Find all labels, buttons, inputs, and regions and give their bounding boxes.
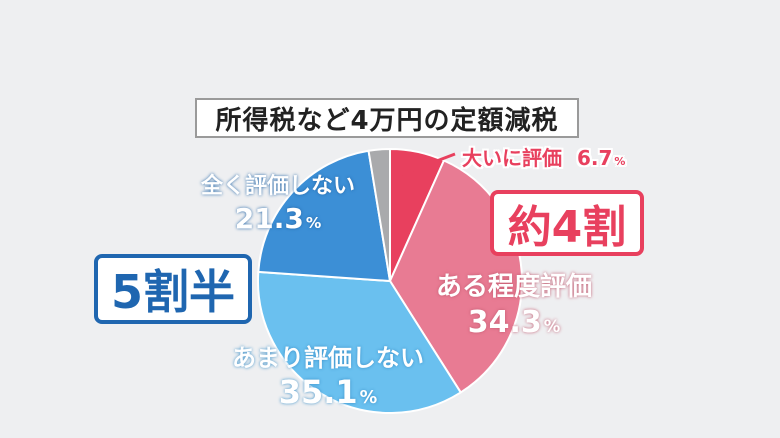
- label-somewhat-approve-value: 34.3: [467, 305, 542, 340]
- label-somewhat-approve-unit: %: [543, 317, 561, 336]
- badge-approx-40-percent: 約4割: [490, 190, 644, 256]
- chart-title: 所得税など4万円の定額減税: [195, 98, 579, 138]
- label-not-much-approve-value: 35.1: [278, 373, 358, 411]
- label-somewhat-approve-name: ある程度評価: [435, 272, 592, 302]
- label-not-at-all-approve-unit: %: [305, 214, 322, 232]
- label-highly-approve-value: 6.7: [576, 146, 613, 170]
- label-highly-approve-name: 大いに評価: [462, 146, 562, 170]
- slice-no-answer: [367, 147, 391, 282]
- label-highly-approve: 大いに評価 6.7%: [462, 142, 625, 171]
- label-not-at-all-approve-name: 全く評価しない: [200, 174, 355, 199]
- slice-not-much-approve: [257, 270, 463, 414]
- label-not-much-approve: あまり評価しない 35.1%: [228, 338, 428, 411]
- label-not-much-approve-name: あまり評価しない: [232, 344, 424, 372]
- label-highly-approve-unit: %: [614, 155, 626, 168]
- slice-somewhat-approve: [388, 159, 523, 394]
- label-not-at-all-approve-value: 21.3: [234, 202, 304, 235]
- label-not-much-approve-unit: %: [359, 388, 378, 408]
- leader-line: [399, 152, 456, 177]
- label-somewhat-approve: ある程度評価 34.3%: [430, 266, 598, 340]
- slice-not-at-all-approve: [257, 149, 392, 283]
- badge-55-percent: 5割半: [94, 254, 252, 324]
- label-not-at-all-approve: 全く評価しない 21.3%: [198, 168, 358, 235]
